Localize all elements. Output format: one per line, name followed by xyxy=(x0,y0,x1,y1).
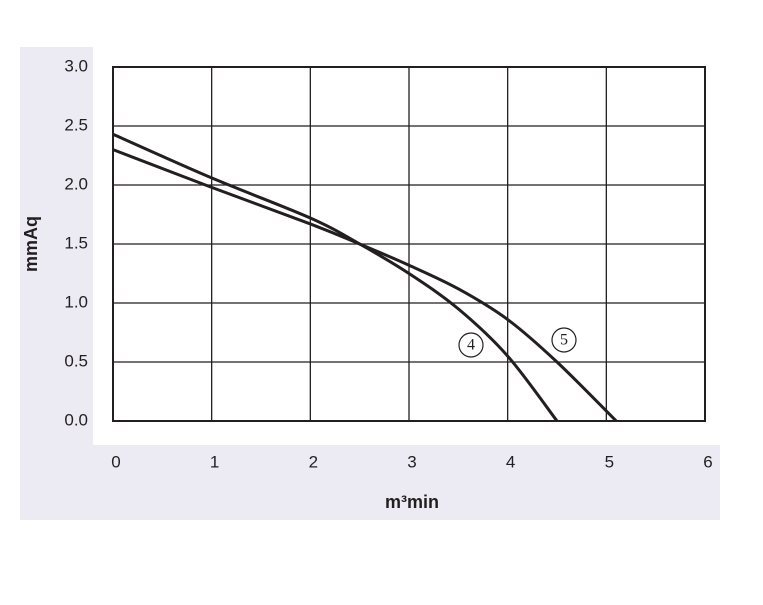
x-tick-label: 5 xyxy=(605,452,614,471)
y-tick-label: 1.0 xyxy=(64,292,88,311)
curve-label: 5 xyxy=(560,332,568,349)
y-tick-label: 2.0 xyxy=(64,174,88,193)
x-tick-label: 6 xyxy=(703,452,712,471)
curve-label-circle xyxy=(551,327,577,353)
curve-label-circle xyxy=(458,332,484,358)
y-tick-label: 3.0 xyxy=(64,56,88,75)
y-tick-label: 2.5 xyxy=(64,115,88,134)
x-tick-label: 3 xyxy=(407,452,416,471)
plot-frame xyxy=(112,66,706,422)
curve xyxy=(112,132,559,422)
x-tick-label: 0 xyxy=(111,452,120,471)
plot-background xyxy=(93,47,720,445)
y-tick-label: 1.5 xyxy=(64,233,88,252)
y-axis-label: mmAq xyxy=(21,216,41,272)
x-axis-label: m³min xyxy=(385,492,439,512)
y-tick-label: 0.5 xyxy=(64,351,88,370)
x-tick-label: 4 xyxy=(506,452,515,471)
x-tick-label: 1 xyxy=(210,452,219,471)
y-tick-label: 0.0 xyxy=(64,410,88,429)
curve-label: 4 xyxy=(467,337,475,354)
curve xyxy=(112,148,618,423)
x-tick-label: 2 xyxy=(309,452,318,471)
